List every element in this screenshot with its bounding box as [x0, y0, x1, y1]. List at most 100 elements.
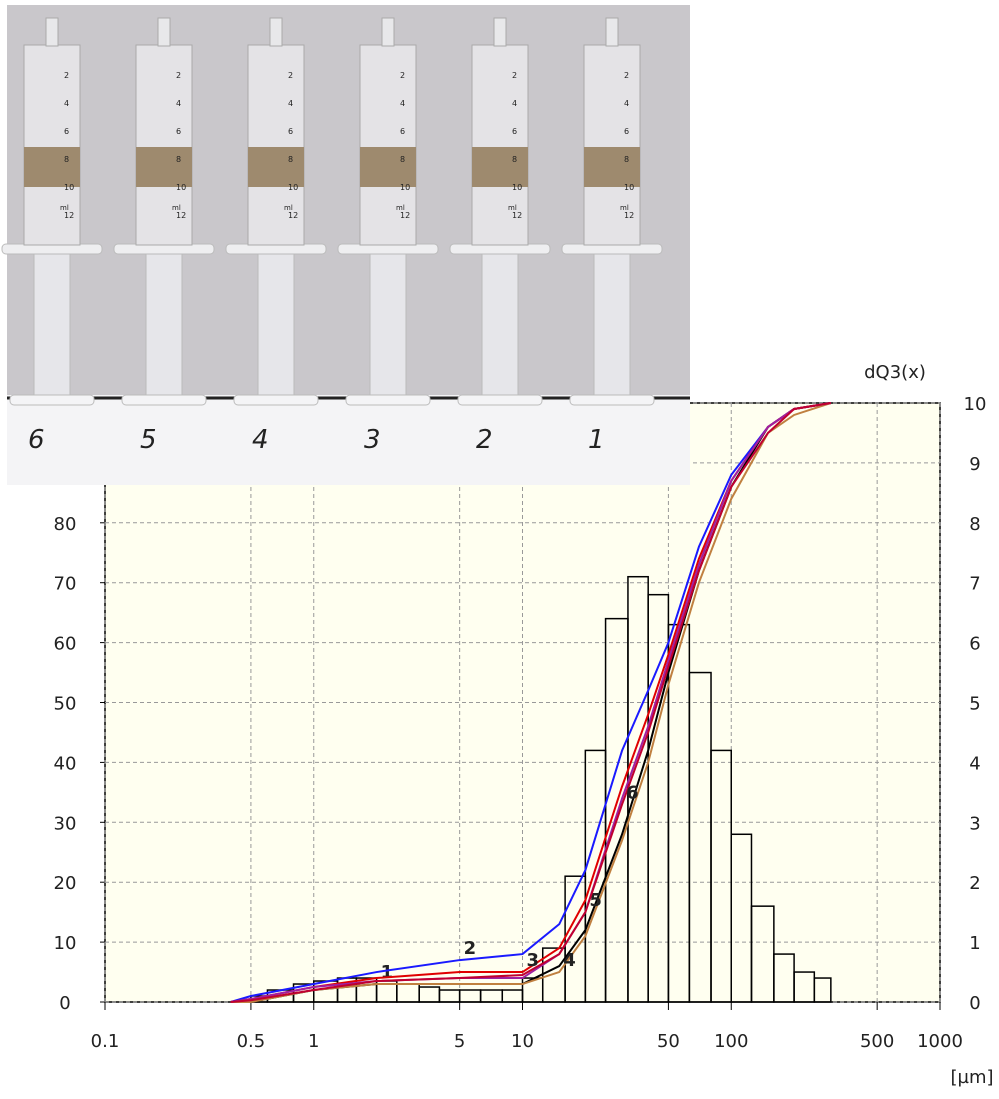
y-tick-label: 10 [54, 933, 77, 954]
scale-mark: 12 [400, 211, 410, 220]
y2-tick-label: 10 [964, 394, 987, 415]
y-tick-label: 80 [54, 514, 77, 535]
syringe-base [233, 394, 319, 406]
x-tick-label: 0.5 [237, 1031, 266, 1052]
scale-mark: 8 [512, 155, 517, 164]
scale-mark: 6 [512, 127, 517, 136]
cumulative-line [230, 402, 832, 1003]
y2-tick-label: 0 [969, 993, 980, 1014]
scale-mark: 10 [64, 183, 74, 192]
syringe-tip [45, 17, 59, 47]
x-tick-label: 0.1 [91, 1031, 120, 1052]
y2-tick-label: 2 [969, 873, 980, 894]
syringe-tip [269, 17, 283, 47]
syringe-plunger [145, 249, 183, 401]
syringe-barrel [583, 44, 641, 246]
syringe-barrel [23, 44, 81, 246]
photo: 24681012ml624681012ml524681012ml42468101… [1, 5, 690, 485]
scale-mark: 10 [288, 183, 298, 192]
scale-unit: ml [284, 204, 293, 212]
scale-mark: 12 [624, 211, 634, 220]
scale-mark: 4 [512, 99, 517, 108]
y-tick-label: 40 [54, 753, 77, 774]
series-label: 4 [563, 950, 576, 971]
scale-mark: 10 [176, 183, 186, 192]
sample-band [248, 147, 304, 187]
scale-unit: ml [620, 204, 629, 212]
x-tick-label: 10 [511, 1031, 534, 1052]
scale-mark: 6 [176, 127, 181, 136]
x-tick-label: 1 [308, 1031, 319, 1052]
sample-band [136, 147, 192, 187]
scale-mark: 12 [288, 211, 298, 220]
scale-mark: 10 [512, 183, 522, 192]
scale-mark: 6 [64, 127, 69, 136]
scale-mark: 4 [400, 99, 405, 108]
scale-mark: 6 [288, 127, 293, 136]
y2-axis-label: dQ3(x) [864, 362, 926, 383]
series-label: 5 [589, 890, 602, 911]
cumulative-line [230, 402, 832, 1003]
x-tick-label: 5 [454, 1031, 465, 1052]
scale-mark: 6 [400, 127, 405, 136]
scale-mark: 2 [624, 71, 629, 80]
x-tick-label: 100 [714, 1031, 748, 1052]
y-tick-label: 60 [54, 634, 77, 655]
scale-mark: 8 [624, 155, 629, 164]
syringe-barrel [135, 44, 193, 246]
syringe-plunger [593, 249, 631, 401]
syringe-label: 2 [476, 425, 493, 455]
scale-mark: 8 [288, 155, 293, 164]
scale-mark: 4 [176, 99, 181, 108]
scale-mark: 8 [64, 155, 69, 164]
syringe-tip [381, 17, 395, 47]
scale-mark: 4 [288, 99, 293, 108]
y2-tick-label: 9 [969, 454, 980, 475]
syringe-label: 3 [364, 425, 381, 455]
syringe-label: 6 [28, 425, 45, 455]
scale-mark: 2 [288, 71, 293, 80]
scale-mark: 2 [64, 71, 69, 80]
syringe-tip [493, 17, 507, 47]
scale-mark: 10 [624, 183, 634, 192]
y-tick-label: 30 [54, 813, 77, 834]
y2-tick-label: 4 [969, 753, 980, 774]
y-tick-label: 0 [59, 993, 70, 1014]
scale-mark: 12 [64, 211, 74, 220]
scale-mark: 6 [624, 127, 629, 136]
syringe-base [345, 394, 431, 406]
scale-mark: 2 [176, 71, 181, 80]
y-tick-label: 70 [54, 574, 77, 595]
syringe-plunger [369, 249, 407, 401]
series-label: 2 [464, 938, 477, 959]
photo-floor [7, 395, 690, 485]
scale-unit: ml [60, 204, 69, 212]
syringe-tip [605, 17, 619, 47]
sample-band [24, 147, 80, 187]
syringe-tip [157, 17, 171, 47]
scale-mark: 4 [64, 99, 69, 108]
histogram-bar [813, 977, 832, 1003]
scale-unit: ml [508, 204, 517, 212]
syringe-barrel [247, 44, 305, 246]
sample-band [584, 147, 640, 187]
x-tick-label: 50 [657, 1031, 680, 1052]
scale-mark: 2 [400, 71, 405, 80]
syringe-plunger [33, 249, 71, 401]
syringe-plunger [257, 249, 295, 401]
syringe-barrel [359, 44, 417, 246]
scale-mark: 10 [400, 183, 410, 192]
syringe-base [569, 394, 655, 406]
y-tick-label: 20 [54, 873, 77, 894]
series-label: 3 [527, 950, 540, 971]
cumulative-line [230, 402, 832, 1003]
syringe-label: 1 [588, 425, 605, 455]
x-tick-label: 500 [860, 1031, 894, 1052]
scale-unit: ml [396, 204, 405, 212]
y2-tick-label: 6 [969, 634, 980, 655]
syringe-label: 5 [140, 425, 157, 455]
y-tick-label: 50 [54, 694, 77, 715]
sample-band [472, 147, 528, 187]
scale-mark: 2 [512, 71, 517, 80]
